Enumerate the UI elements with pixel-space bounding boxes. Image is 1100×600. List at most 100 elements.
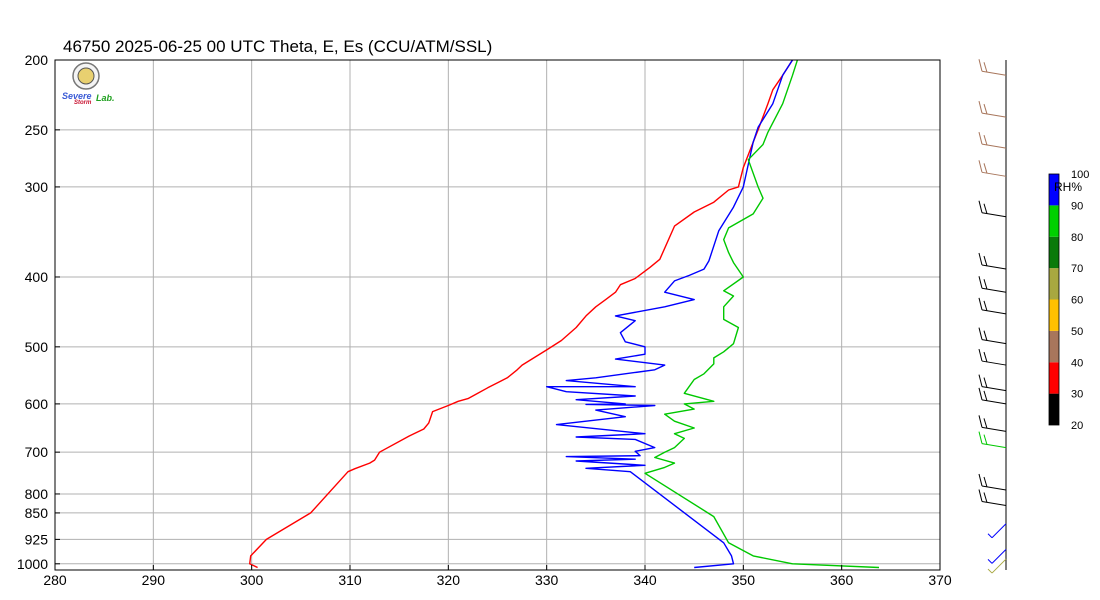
colorbar-tick-label: 100 [1071, 169, 1089, 181]
barb-shaft [981, 485, 1007, 491]
barb-feather [983, 434, 988, 445]
y-tick-label: 700 [25, 444, 49, 460]
x-axis-ticks: 280 290 300 310 320 330 340 350 360 370 [43, 565, 952, 588]
barb-feather [978, 252, 983, 266]
y-tick-label: 925 [25, 531, 49, 547]
series-line-1 [546, 59, 794, 569]
barb-feather [978, 489, 983, 502]
x-tick-label: 280 [43, 572, 67, 588]
barb-shaft [981, 426, 1007, 432]
x-tick-label: 290 [142, 572, 166, 588]
y-tick-label: 800 [25, 486, 49, 502]
barb-shaft [981, 339, 1007, 345]
barb-shaft [981, 112, 1007, 118]
wind-barb [978, 276, 1007, 293]
wind-barb [978, 131, 1007, 149]
barb-feather [978, 348, 983, 362]
barb-shaft [991, 558, 1007, 574]
severe-storm-lab-logo: Severe Storm Lab. [62, 62, 115, 106]
wind-barb [978, 327, 1007, 345]
barb-shaft [981, 399, 1007, 405]
barb-feather [978, 327, 983, 340]
barb-feather [983, 351, 988, 363]
colorbar-bin [1049, 174, 1059, 206]
x-tick-label: 370 [928, 572, 952, 588]
barb-feather [978, 374, 983, 387]
barb-shaft [981, 360, 1007, 366]
series-line-2 [644, 59, 880, 569]
x-tick-label: 350 [732, 572, 756, 588]
barb-feather [987, 533, 993, 539]
wind-barb [978, 473, 1007, 491]
x-tick-label: 300 [240, 572, 264, 588]
wind-barb [978, 252, 1007, 270]
barb-shaft [991, 549, 1007, 564]
wind-barb-panel [978, 59, 1007, 574]
y-tick-label: 250 [25, 122, 49, 138]
barb-feather [978, 415, 983, 428]
wind-barb [978, 415, 1007, 432]
barb-feather [978, 276, 983, 289]
wind-barb [978, 100, 1007, 118]
barb-feather [978, 431, 983, 444]
logo-word-1: Severe [62, 91, 92, 101]
barb-shaft [981, 70, 1007, 76]
y-tick-label: 600 [25, 396, 49, 412]
barb-feather [978, 473, 983, 487]
x-tick-label: 320 [437, 572, 461, 588]
barb-feather [983, 418, 988, 429]
chart-title: 46750 2025-06-25 00 UTC Theta, E, Es (CC… [63, 37, 492, 56]
barb-feather [983, 203, 988, 214]
barb-feather [983, 279, 988, 290]
wind-barb [978, 160, 1007, 177]
barb-shaft [981, 386, 1007, 392]
series-group [248, 59, 880, 569]
y-tick-label: 400 [25, 269, 49, 285]
barb-feather [983, 476, 988, 488]
wind-barb [978, 489, 1007, 506]
barb-shaft [981, 212, 1007, 218]
barb-feather [983, 330, 988, 341]
colorbar-bin [1049, 299, 1059, 331]
colorbar-bin [1049, 362, 1059, 394]
colorbar-bin [1049, 268, 1059, 300]
wind-barb [987, 558, 1007, 574]
barb-feather [983, 103, 988, 115]
series-line-0 [248, 59, 794, 569]
barb-feather [983, 134, 988, 146]
colorbar-label: RH% [1054, 180, 1082, 194]
wind-barb [987, 523, 1007, 539]
barb-feather [983, 492, 988, 503]
wind-barb [978, 59, 1007, 76]
x-tick-label: 360 [830, 572, 854, 588]
barb-feather [978, 100, 983, 114]
logo-word-3: Lab. [96, 93, 115, 103]
barb-feather [978, 297, 983, 310]
colorbar-tick-label: 20 [1071, 420, 1083, 432]
y-tick-label: 300 [25, 179, 49, 195]
barb-feather [978, 387, 983, 401]
colorbar-tick-label: 40 [1071, 357, 1083, 369]
colorbar-tick-label: 80 [1071, 232, 1083, 244]
plot-frame [54, 59, 941, 571]
barb-feather [983, 300, 988, 311]
colorbar-bin [1049, 205, 1059, 237]
colorbar-tick-label: 50 [1071, 326, 1083, 338]
colorbar-tick-label: 60 [1071, 295, 1083, 307]
wind-barb [978, 387, 1007, 405]
wind-barb [978, 200, 1007, 218]
barb-feather [987, 559, 993, 564]
y-tick-label: 1000 [17, 556, 48, 572]
barb-feather [983, 255, 988, 267]
barb-feather [983, 390, 988, 402]
colorbar-tick-label: 70 [1071, 263, 1083, 275]
barb-feather [983, 163, 988, 174]
colorbar-bin [1049, 236, 1059, 269]
x-tick-label: 340 [633, 572, 657, 588]
y-tick-label: 200 [25, 52, 49, 68]
colorbar-tick-label: 90 [1071, 200, 1083, 212]
barb-shaft [981, 443, 1007, 449]
barb-shaft [981, 171, 1007, 177]
barb-feather [987, 568, 993, 574]
